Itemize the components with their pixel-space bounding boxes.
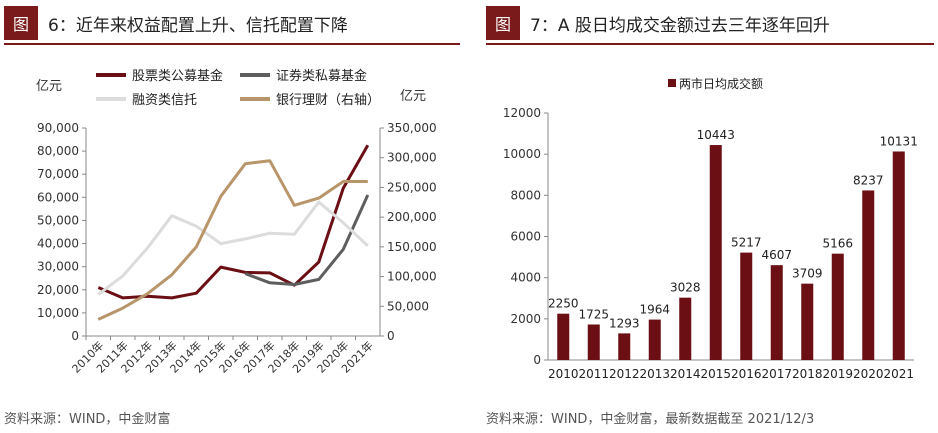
right-axis-unit: 亿元 — [400, 89, 426, 104]
figure-7-source: 资料来源：WIND，中金财富，最新数据截至 2021/12/3 — [486, 412, 815, 427]
x-tick-label: 2015 — [700, 367, 731, 381]
left-tick-label: 60,000 — [37, 190, 79, 204]
y-tick-label: 10000 — [503, 147, 541, 161]
figure-7-rule — [486, 43, 934, 45]
x-tick-label: 2021 — [883, 367, 914, 381]
bar-value-label: 4607 — [761, 248, 792, 262]
left-tick-label: 20,000 — [37, 283, 79, 297]
x-tick-label: 2019 — [822, 367, 853, 381]
bar-value-label: 10131 — [880, 134, 918, 148]
right-tick-label: 150,000 — [387, 240, 437, 254]
bar-value-label: 10443 — [697, 128, 735, 142]
bar-value-label: 1964 — [639, 303, 670, 317]
bar-2015 — [709, 145, 722, 360]
bar-value-label: 1293 — [609, 316, 640, 330]
bar-value-label: 1725 — [578, 307, 609, 321]
left-tick-label: 80,000 — [37, 144, 79, 158]
bar-chart: 两市日均成交额 0 2000 4000 6000 8000 10000 12000 2250 20… — [503, 76, 918, 381]
bar-2016 — [740, 252, 753, 360]
legend-label-2: 融资类信托 — [132, 93, 197, 108]
figure-6-tag: 图 — [4, 6, 38, 40]
right-tick-label: 300,000 — [387, 151, 437, 165]
bar-2011 — [587, 324, 600, 360]
right-tick-label: 0 — [387, 329, 395, 343]
figure-6-header: 图 6：近年来权益配置上升、信托配置下降 — [4, 6, 348, 40]
series-line-0 — [97, 144, 370, 300]
left-tick-label: 10,000 — [37, 306, 79, 320]
x-tick-label: 2020 — [853, 367, 884, 381]
left-tick-label: 40,000 — [37, 237, 79, 251]
x-tick-label: 2017 — [761, 367, 792, 381]
right-tick-label: 250,000 — [387, 180, 437, 194]
figure-7-panel: 图 7：A 股日均成交金额过去三年逐年回升 两市日均成交额 0 2000 4000 60… — [482, 0, 938, 433]
x-tick-label: 2010 — [548, 367, 579, 381]
bar-2014 — [679, 297, 692, 360]
x-tick-label: 2013 — [639, 367, 670, 381]
bar-2010 — [557, 313, 570, 360]
bar-value-label: 3709 — [792, 267, 823, 281]
x-tick-label: 2016 — [731, 367, 762, 381]
bar-2012 — [618, 333, 631, 360]
bar-value-label: 5166 — [822, 237, 853, 251]
right-tick-label: 100,000 — [387, 270, 437, 284]
figure-7-title: 7：A 股日均成交金额过去三年逐年回升 — [530, 15, 830, 36]
legend-label-1: 证券类私募基金 — [276, 68, 367, 84]
left-tick-label: 0 — [71, 329, 79, 343]
figure-6-title: 6：近年来权益配置上升、信托配置下降 — [48, 15, 348, 36]
left-tick-label: 50,000 — [37, 213, 79, 227]
y-tick-label: 4000 — [510, 271, 541, 285]
y-tick-label: 0 — [533, 353, 541, 367]
legend-label: 两市日均成交额 — [679, 76, 763, 91]
series-line-1 — [244, 194, 370, 286]
legend-swatch — [668, 79, 676, 87]
x-tick-label: 2012 — [609, 367, 640, 381]
series-line-3 — [97, 159, 368, 321]
right-tick-label: 350,000 — [387, 121, 437, 135]
bar-2021 — [892, 151, 905, 360]
legend-label-3: 银行理财（右轴） — [276, 93, 380, 108]
y-tick-label: 2000 — [510, 312, 541, 326]
y-tick-label: 12000 — [503, 106, 541, 120]
figure-7-tag: 图 — [486, 6, 520, 40]
bar-value-label: 2250 — [548, 297, 579, 311]
bar-value-label: 5217 — [731, 236, 762, 250]
figure-7-header: 图 7：A 股日均成交金额过去三年逐年回升 — [486, 6, 830, 40]
left-axis-unit: 亿元 — [36, 79, 62, 94]
x-tick-label: 2018 — [792, 367, 823, 381]
left-tick-label: 70,000 — [37, 167, 79, 181]
y-tick-label: 6000 — [510, 230, 541, 244]
bar-2018 — [801, 283, 814, 360]
x-tick-label: 2011 — [578, 367, 609, 381]
figure-6-rule — [4, 43, 460, 45]
series-line-2 — [97, 200, 369, 296]
bar-2017 — [770, 265, 783, 360]
bar-2019 — [831, 253, 844, 360]
bar-value-label: 8237 — [853, 173, 884, 187]
bar-2013 — [648, 319, 661, 360]
bar-value-label: 3028 — [670, 281, 701, 295]
bar-2020 — [862, 190, 875, 360]
left-tick-label: 30,000 — [37, 260, 79, 274]
right-tick-label: 200,000 — [387, 210, 437, 224]
x-tick-label: 2014 — [670, 367, 701, 381]
figure-6-source: 资料来源：WIND，中金财富 — [4, 412, 171, 427]
figure-6-panel: 图 6：近年来权益配置上升、信托配置下降 亿元 亿元 0 10,000 20,000 30… — [0, 0, 462, 433]
right-tick-label: 50,000 — [387, 299, 429, 313]
left-tick-label: 90,000 — [37, 121, 79, 135]
legend-label-0: 股票类公募基金 — [132, 68, 223, 84]
y-tick-label: 8000 — [510, 188, 541, 202]
line-chart: 亿元亿元010,00020,00030,00040,00050,00060,00… — [36, 68, 437, 376]
